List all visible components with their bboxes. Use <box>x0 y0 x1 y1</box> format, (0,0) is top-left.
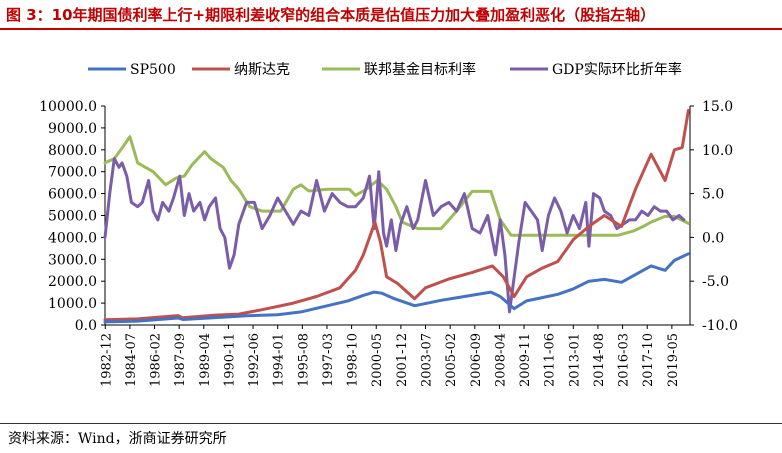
x-tick-label: 2009-11 <box>518 333 533 387</box>
chart-legend: SP500 纳斯达克 联邦基金目标利率 GDP实际环比折年率 <box>88 61 682 78</box>
x-tick-label: 2000-05 <box>370 333 385 387</box>
x-tick-label: 1989-04 <box>198 333 213 387</box>
x-tick-label: 1992-06 <box>247 333 262 387</box>
x-tick-label: 2008-04 <box>493 333 508 387</box>
x-tick-label: 2017-10 <box>641 333 656 387</box>
x-tick-label: 1987-09 <box>173 333 188 387</box>
x-axis: 1982-12 1984-07 1986-02 1987-09 1989-04 1990-… <box>99 324 690 387</box>
chart-title: 图 3：10年期国债利率上行+期限利差收窄的组合本质是估值压力加大叠加盈利恶化（… <box>6 6 656 24</box>
left-tick-label: 3000.0 <box>48 252 97 268</box>
x-tick-label: 2003-07 <box>420 333 435 387</box>
left-axis: 0.0 1000.0 2000.0 3000.0 4000.0 5000.0 6000.0 7… <box>39 99 106 334</box>
left-tick-label: 10000.0 <box>39 99 97 115</box>
x-tick-label: 1986-02 <box>149 333 164 387</box>
right-tick-label: 0.0 <box>702 230 724 246</box>
right-tick-label: -10.0 <box>702 318 738 334</box>
x-tick-label: 1997-03 <box>321 333 336 387</box>
left-tick-label: 2000.0 <box>48 274 97 290</box>
source-note: 资料来源：Wind，浙商证券研究所 <box>8 431 227 447</box>
right-axis: -10.0 -5.0 0.0 5.0 10.0 15.0 <box>689 99 738 334</box>
right-tick-label: -5.0 <box>702 274 729 290</box>
right-tick-label: 5.0 <box>702 187 724 203</box>
x-tick-label: 2014-08 <box>592 333 607 387</box>
legend-label: SP500 <box>130 62 176 78</box>
x-tick-label: 2005-02 <box>444 333 459 387</box>
x-tick-label: 1984-07 <box>124 333 139 387</box>
x-tick-label: 2006-09 <box>469 333 484 387</box>
source-divider <box>0 423 782 424</box>
x-tick-label: 2011-06 <box>543 333 558 387</box>
x-tick-label: 1982-12 <box>99 333 114 387</box>
right-tick-label: 10.0 <box>702 143 733 159</box>
x-tick-label: 2013-01 <box>567 333 582 387</box>
series-line-3 <box>103 157 686 314</box>
series-line-1 <box>103 108 690 322</box>
right-tick-label: 15.0 <box>702 99 733 115</box>
title-bar: 图 3：10年期国债利率上行+期限利差收窄的组合本质是估值压力加大叠加盈利恶化（… <box>0 0 782 28</box>
left-tick-label: 4000.0 <box>48 230 97 246</box>
legend-label: GDP实际环比折年率 <box>552 61 682 78</box>
left-tick-label: 5000.0 <box>48 209 97 225</box>
left-tick-label: 6000.0 <box>48 187 97 203</box>
left-tick-label: 0.0 <box>75 318 97 334</box>
x-tick-label: 2019-05 <box>666 333 681 387</box>
x-tick-label: 1994-01 <box>272 333 287 387</box>
x-tick-label: 1990-11 <box>222 333 237 387</box>
chart-series <box>103 108 690 324</box>
legend-label: 联邦基金目标利率 <box>364 61 476 78</box>
left-tick-label: 1000.0 <box>48 296 97 312</box>
series-line-0 <box>103 252 690 324</box>
legend-label: 纳斯达克 <box>234 62 290 78</box>
line-chart: SP500 纳斯达克 联邦基金目标利率 GDP实际环比折年率 0.0 1000.0 200… <box>39 61 738 387</box>
left-tick-label: 9000.0 <box>48 121 97 137</box>
left-tick-label: 8000.0 <box>48 143 97 159</box>
x-tick-label: 1995-08 <box>296 333 311 387</box>
x-tick-label: 2016-03 <box>617 333 632 387</box>
x-tick-label: 2001-12 <box>395 333 410 387</box>
x-tick-label: 1998-10 <box>346 333 361 387</box>
series-line-2 <box>103 135 690 237</box>
left-tick-label: 7000.0 <box>48 165 97 181</box>
title-divider <box>0 28 782 30</box>
